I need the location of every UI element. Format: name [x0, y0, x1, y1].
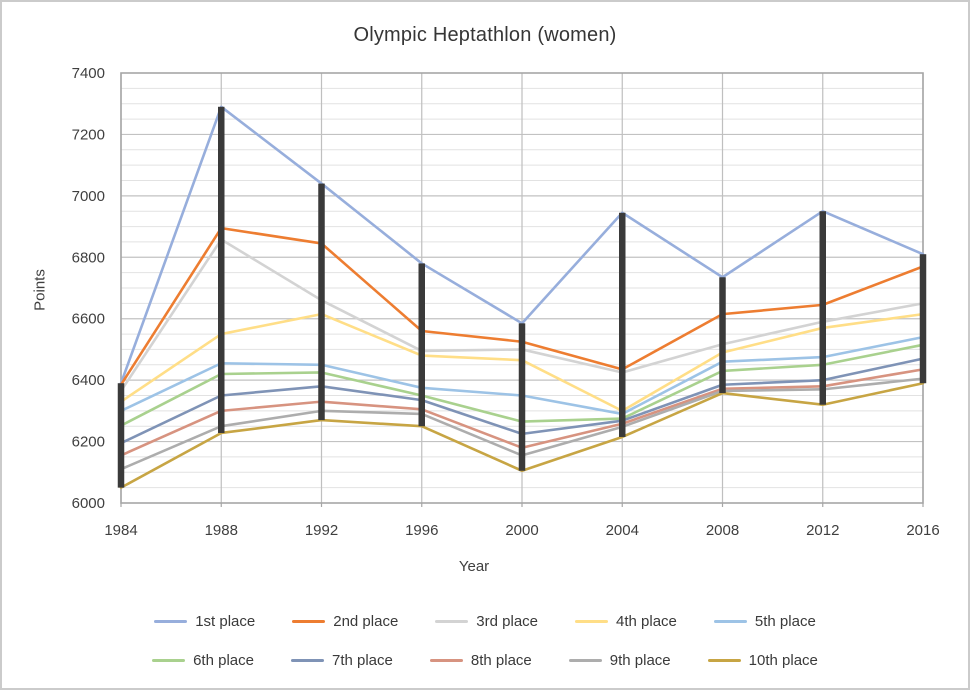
legend: 1st place 2nd place 3rd place 4th place 5th …: [2, 608, 968, 686]
legend-row-2: 6th place 7th place 8th place 9th place 10th…: [2, 647, 968, 673]
legend-label: 3rd place: [476, 612, 539, 630]
legend-swatch: [290, 658, 324, 662]
high-low-bar: [518, 323, 526, 471]
legend-swatch: [429, 658, 463, 662]
legend-item-7th-place: 7th place: [290, 651, 393, 669]
legend-item-4th-place: 4th place: [575, 613, 677, 630]
legend-item-2nd-place: 2nd place: [292, 613, 398, 630]
high-low-bar: [418, 263, 425, 427]
x-tick-label: 2012: [806, 522, 839, 539]
legend-label: 6th place: [193, 651, 254, 669]
legend-label: 7th place: [331, 651, 393, 669]
y-tick-label: 7400: [72, 65, 105, 82]
legend-item-1st-place: 1st place: [154, 613, 255, 630]
x-tick-label: 1996: [405, 522, 438, 539]
x-tick-label: 2004: [606, 522, 639, 539]
x-tick-label: 2000: [505, 522, 538, 539]
high-low-bar: [318, 183, 325, 421]
plot-area: 6000 6200 6400 6600 6800 7000 7200 7400 1984 1988…: [72, 65, 940, 539]
y-tick-label: 7200: [72, 126, 105, 143]
y-tick-label: 6800: [72, 249, 105, 266]
legend-label: 8th place: [470, 651, 532, 669]
legend-label: 10th place: [748, 651, 818, 669]
high-low-bar: [619, 212, 626, 437]
legend-item-5th-place: 5th place: [713, 612, 816, 630]
legend-swatch: [435, 619, 469, 623]
legend-item-10th-place: 10th place: [707, 651, 818, 669]
legend-item-8th-place: 8th place: [429, 651, 532, 669]
legend-label: 9th place: [609, 651, 671, 669]
legend-swatch: [707, 658, 741, 662]
y-tick-label: 6000: [72, 495, 105, 512]
x-axis-title: Year: [458, 558, 490, 575]
legend-swatch: [152, 658, 186, 662]
chart-title: Olympic Heptathlon (women): [353, 24, 617, 46]
legend-swatch: [713, 619, 747, 623]
legend-label: 4th place: [616, 612, 677, 630]
y-tick-label: 6600: [72, 311, 105, 328]
legend-swatch: [568, 658, 602, 662]
legend-row-1: 1st place 2nd place 3rd place 4th place 5th …: [2, 608, 968, 634]
high-low-bar: [218, 106, 225, 433]
high-low-bar: [919, 254, 927, 384]
legend-label: 1st place: [195, 612, 256, 630]
x-tick-label: 1992: [305, 522, 338, 539]
x-tick-label: 2016: [906, 522, 939, 539]
legend-label: 5th place: [754, 612, 816, 630]
y-axis-title: Points: [31, 269, 49, 311]
legend-swatch: [154, 619, 188, 623]
high-low-bar: [117, 383, 125, 488]
x-tick-label: 1988: [205, 522, 238, 539]
high-low-bar: [719, 277, 726, 394]
y-tick-label: 6400: [72, 372, 105, 389]
legend-item-3rd-place: 3rd place: [435, 613, 538, 630]
x-tick-label: 2008: [706, 522, 739, 539]
legend-item-9th-place: 9th place: [568, 651, 671, 669]
legend-label: 2nd place: [333, 612, 399, 630]
x-tick-label: 1984: [104, 522, 137, 539]
y-tick-label: 7000: [72, 188, 105, 205]
y-tick-label: 6200: [72, 434, 105, 451]
legend-swatch: [575, 619, 609, 623]
legend-swatch: [292, 619, 326, 623]
high-low-bar: [819, 211, 826, 405]
legend-item-6th-place: 6th place: [152, 652, 254, 669]
